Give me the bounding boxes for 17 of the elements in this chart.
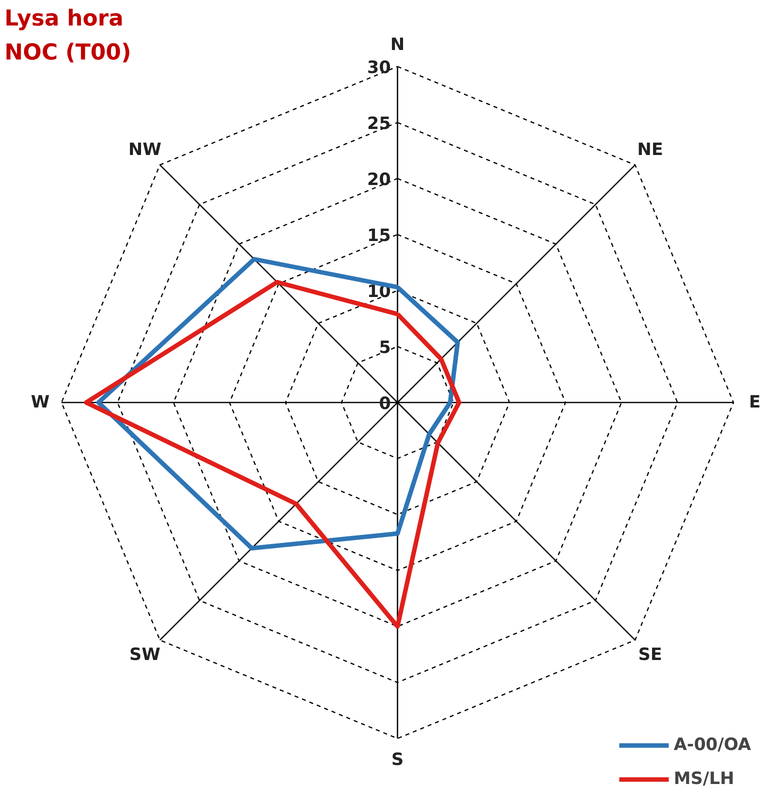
chart-subtitle: NOC (T00) bbox=[4, 40, 132, 66]
spoke-label: SE bbox=[638, 645, 662, 666]
spoke-label: N bbox=[390, 35, 405, 56]
y-tick-label: 20 bbox=[367, 170, 391, 190]
spoke-label: SW bbox=[129, 645, 161, 666]
spoke-label: NE bbox=[637, 140, 664, 160]
y-tick-label: 5 bbox=[378, 338, 391, 358]
legend-label: A-00/OA bbox=[674, 735, 751, 755]
y-tick-label: 30 bbox=[367, 58, 391, 78]
spoke-label: W bbox=[30, 392, 50, 412]
spoke-label: NW bbox=[128, 140, 162, 160]
spoke-label: E bbox=[748, 392, 761, 412]
legend-label: MS/LH bbox=[674, 769, 734, 789]
spoke-label: S bbox=[391, 750, 404, 770]
y-tick-label: 15 bbox=[367, 226, 391, 246]
chart-title: Lysa hora bbox=[4, 6, 124, 32]
y-tick-label: 25 bbox=[367, 114, 391, 134]
